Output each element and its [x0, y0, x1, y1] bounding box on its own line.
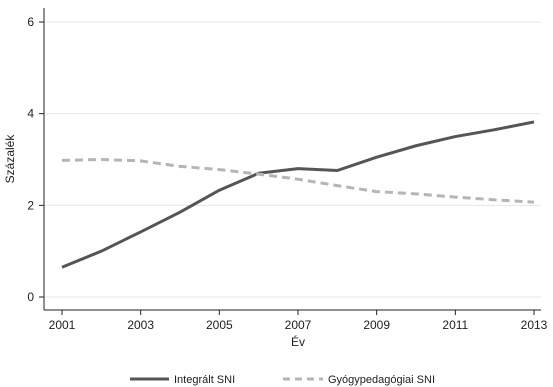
x-tick-label: 2007 [285, 318, 312, 332]
legend-label-gyogypedagogiai-sni: Gyógypedagógiai SNI [328, 374, 435, 386]
y-tick-label: 4 [27, 107, 34, 121]
series-line-integralt-sni [61, 120, 535, 269]
x-tick-label: 2013 [521, 318, 548, 332]
legend-label-integralt-sni: Integrált SNI [174, 374, 235, 386]
x-tick-label: 2005 [206, 318, 233, 332]
y-axis-ticks: 0 2 4 6 [27, 15, 44, 304]
x-tick-label: 2003 [127, 318, 154, 332]
x-axis-title: Év [291, 334, 305, 349]
x-tick-label: 2011 [442, 318, 468, 332]
y-tick-label: 0 [27, 290, 34, 304]
gridlines [45, 21, 541, 298]
y-axis-title: Százalék [3, 134, 17, 184]
series-lines [61, 120, 535, 269]
y-tick-label: 2 [27, 198, 34, 212]
y-tick-label: 6 [27, 15, 34, 29]
x-tick-label: 2009 [363, 318, 390, 332]
x-axis-ticks: 2001 2003 2005 2007 2009 2011 2013 [49, 310, 548, 332]
legend: Integrált SNI Gyógypedagógiai SNI [130, 374, 435, 386]
series-line-gyogypedagogiai-sni [61, 158, 535, 204]
x-tick-label: 2001 [49, 318, 76, 332]
plot-area [44, 8, 541, 310]
